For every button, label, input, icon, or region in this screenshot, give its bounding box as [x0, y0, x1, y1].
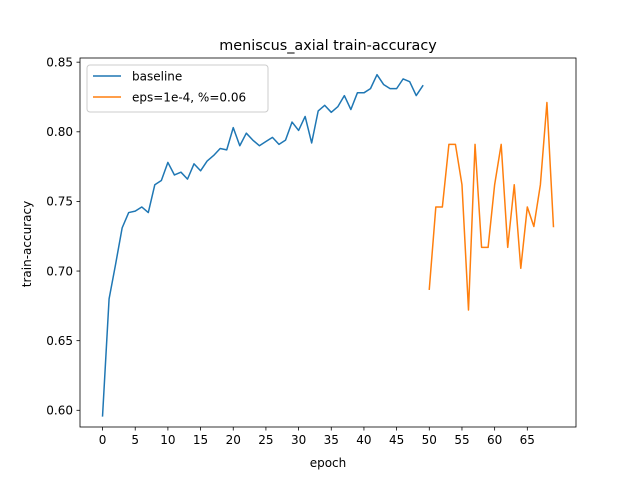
x-tick-label: 10 [160, 433, 175, 447]
y-axis-label: train-accuracy [20, 201, 34, 287]
x-axis-label: epoch [310, 456, 347, 470]
series-2 [428, 101, 555, 311]
y-tick-label: 0.60 [46, 404, 73, 418]
x-tick-label: 30 [291, 433, 306, 447]
chart-title: meniscus_axial train-accuracy [219, 38, 437, 54]
series-line-1 [101, 73, 424, 417]
x-tick-label: 55 [454, 433, 469, 447]
series-layer [101, 73, 555, 417]
legend-box [86, 64, 269, 113]
x-tick-label: 60 [487, 433, 502, 447]
y-tick-label: 0.80 [46, 125, 73, 139]
x-tick-label: 0 [99, 433, 107, 447]
legend-item-1: baseline [93, 69, 182, 83]
x-tick-label: 65 [520, 433, 535, 447]
x-tick-label: 45 [389, 433, 404, 447]
x-tick-label: 15 [193, 433, 208, 447]
y-tick-label: 0.70 [46, 264, 73, 278]
x-tick-label: 20 [226, 433, 241, 447]
legend-label: eps=1e-4, %=0.06 [132, 90, 246, 104]
legend-item-2: eps=1e-4, %=0.06 [93, 90, 246, 104]
legend-label: baseline [132, 69, 182, 83]
series-line-2 [428, 101, 555, 311]
x-tick-label: 40 [356, 433, 371, 447]
plot-frame [79, 57, 577, 428]
y-tick-label: 0.75 [46, 195, 73, 209]
axes-layer: 0 5 10 15 20 25 30 35 40 45 50 55 60 65 0.60 0.65 0.70 0.… [46, 55, 577, 447]
series-1 [101, 73, 424, 417]
legend: baseline eps=1e-4, %=0.06 [86, 64, 269, 113]
y-tick-label: 0.65 [46, 334, 73, 348]
x-tick-label: 5 [131, 433, 139, 447]
x-tick-label: 50 [422, 433, 437, 447]
x-tick-label: 35 [324, 433, 339, 447]
y-tick-label: 0.85 [46, 55, 73, 69]
x-tick-label: 25 [258, 433, 273, 447]
